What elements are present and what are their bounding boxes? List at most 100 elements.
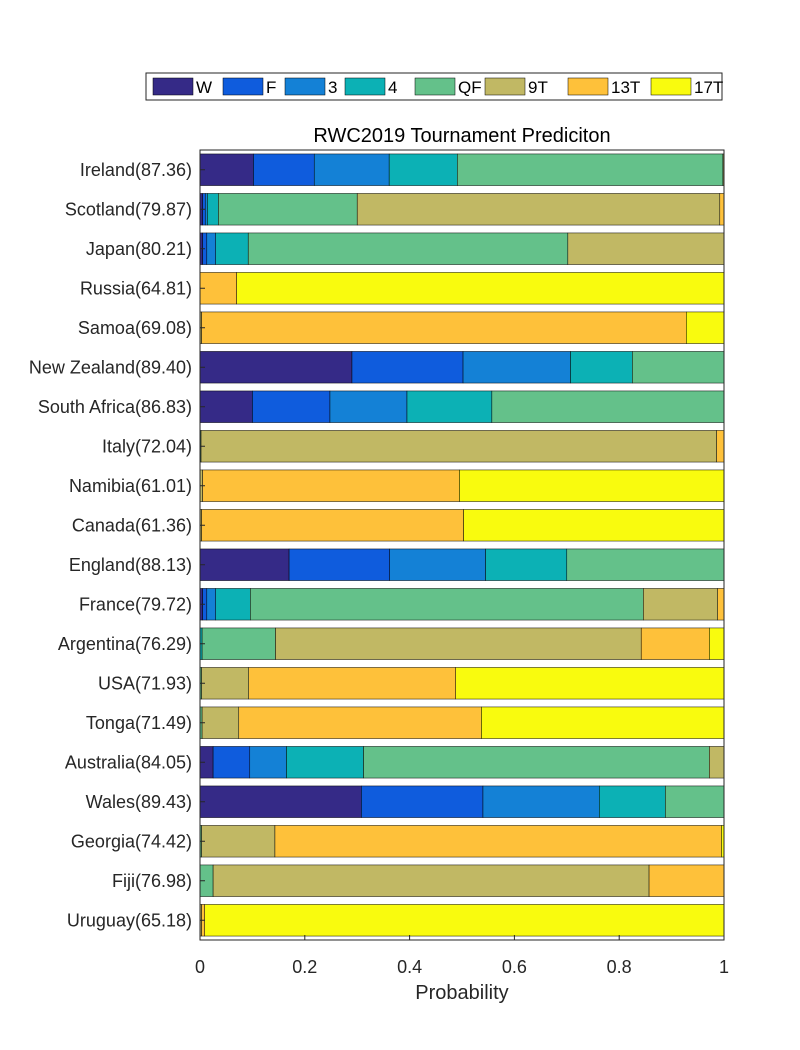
bar-segment [570,351,633,384]
y-tick-label: Japan(80.21) [86,239,192,259]
x-tick-label: 0.8 [607,957,632,977]
bar-segment [199,153,254,186]
y-tick-label: Argentina(76.29) [58,634,192,654]
y-tick-label: Samoa(69.08) [78,318,192,338]
legend-label: 17T [694,78,723,97]
bar-segment [200,430,717,463]
plot-area-border [199,149,725,941]
bar-segment [253,153,315,186]
bar-segment [640,627,710,660]
y-axis: Ireland(87.36) Scotland(79.87) Japan(80.21… [29,160,205,930]
bar-segment [363,746,710,779]
x-tick-label: 0.6 [502,957,527,977]
bar-segment [455,667,725,700]
y-tick-label: England(88.13) [69,555,192,575]
bar-segment [238,706,482,739]
y-tick-label: Tonga(71.49) [86,713,192,733]
legend-label: F [266,78,276,97]
legend-swatch [650,77,692,96]
bar-segment [199,272,237,305]
y-tick-label: France(79.72) [79,594,192,614]
legend-swatch [222,77,264,96]
bar-segment [286,746,364,779]
legend-label: 4 [388,78,397,97]
bar-segment [212,746,251,779]
bar-segment [716,430,725,463]
bar-segment [252,390,331,423]
y-tick-label: USA(71.93) [98,673,192,693]
bar-segment [201,509,464,542]
bar-segment [204,193,208,226]
bar-segment [313,153,390,186]
bar-segment [215,232,249,265]
bar-segment [717,588,725,621]
bar-segment [665,785,725,818]
bar-segment [212,864,650,897]
x-tick-label: 0 [195,957,205,977]
bar-segment [482,785,600,818]
bar-segment [361,785,484,818]
legend-label: 13T [611,78,640,97]
x-axis: 0 0.2 0.4 0.6 0.8 1 [195,935,729,977]
bar-segment [462,351,571,384]
y-tick-label: Georgia(74.42) [71,831,192,851]
bar-segment [247,232,569,265]
bar-segment [709,627,725,660]
chart-title: RWC2019 Tournament Prediciton [313,125,610,147]
bar-segment [236,272,725,305]
y-tick-label: Canada(61.36) [72,515,192,535]
bar-segment [201,627,276,660]
legend-swatch [344,77,386,96]
legend-swatch [414,77,456,96]
legend-label: 3 [328,78,337,97]
legend-swatch [484,77,526,96]
bar-segment [648,864,725,897]
bar-segment [201,706,240,739]
bar-segment [249,746,287,779]
legend-swatch [152,77,194,96]
bar-segment [199,548,290,581]
x-tick-label: 0.2 [292,957,317,977]
bar-segment [250,588,644,621]
y-tick-label: Fiji(76.98) [112,871,192,891]
y-tick-label: South Africa(86.83) [38,397,192,417]
bar-segment [457,153,724,186]
bar-segment [204,904,725,937]
y-tick-label: New Zealand(89.40) [29,357,192,377]
legend-label: 9T [528,78,548,97]
y-tick-label: Italy(72.04) [102,436,192,456]
bar-segment [274,825,722,858]
legend-label: QF [458,78,482,97]
bar-segment [356,193,721,226]
bar-segment [491,390,725,423]
bar-segment [207,193,219,226]
bar-segment [566,548,725,581]
bar-segment [218,193,358,226]
bar-segment [459,469,725,502]
x-axis-label: Probability [415,982,508,1004]
bar-segment [406,390,493,423]
y-tick-label: Wales(89.43) [86,792,192,812]
y-tick-label: Ireland(87.36) [80,160,192,180]
bar-segment [351,351,464,384]
bar-segment [485,548,568,581]
bar-segment [248,667,456,700]
bar-segment [599,785,666,818]
bars [199,153,725,937]
bar-segment [388,153,458,186]
bar-segment [632,351,725,384]
y-tick-label: Scotland(79.87) [65,199,192,219]
bar-segment [275,627,642,660]
bar-segment [463,509,725,542]
bar-segment [206,588,216,621]
bar-segment [643,588,718,621]
bar-segment [389,548,486,581]
bar-segment [201,825,276,858]
x-tick-label: 0.4 [397,957,422,977]
bar-segment [202,469,460,502]
bar-segment [199,351,353,384]
bar-segment [288,548,390,581]
bar-segment [201,311,687,344]
y-tick-label: Russia(64.81) [80,278,192,298]
